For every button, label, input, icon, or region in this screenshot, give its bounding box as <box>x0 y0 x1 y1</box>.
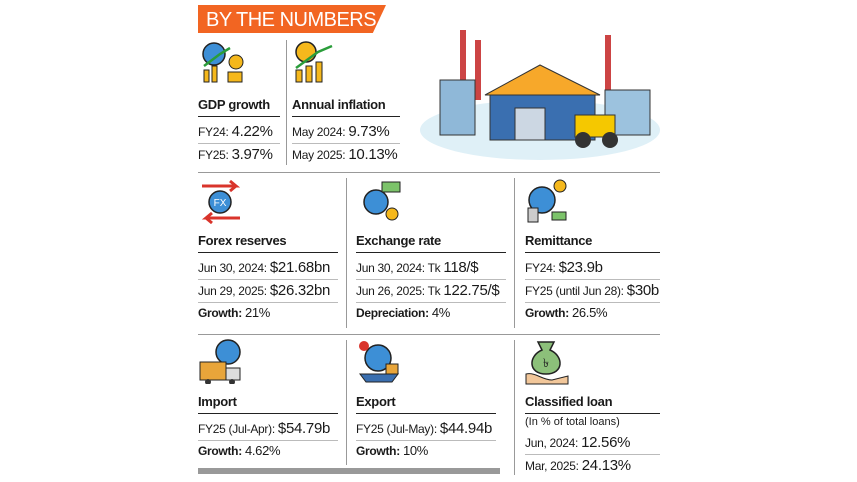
indicator-title: GDP growth <box>198 97 280 117</box>
line-value: $26.32bn <box>269 282 331 299</box>
indicator-line: Jun 29, 2025: $26.32bn <box>198 280 338 303</box>
indicator-line: Jun 26, 2025: Tk 122.75/$ <box>356 280 506 303</box>
header-banner: BY THE NUMBERS <box>198 5 386 33</box>
line-label: Growth: <box>525 306 569 320</box>
line-value: $30b <box>626 282 659 299</box>
indicator-line: FY25 (Jul-Apr): $54.79b <box>198 418 338 441</box>
import-icon <box>199 339 241 384</box>
line-value: 4.62% <box>244 443 281 458</box>
indicator-title: Annual inflation <box>292 97 400 117</box>
indicator-line: Depreciation: 4% <box>356 303 506 323</box>
indicator-line: Mar, 2025: 24.13% <box>525 455 660 477</box>
line-value: 10.13% <box>348 146 398 163</box>
indicator-line: Growth: 10% <box>356 441 496 461</box>
indicator-subtitle: (In % of total loans) <box>525 416 620 428</box>
line-value: 10% <box>402 443 429 458</box>
loan-icon: ৳ <box>525 341 569 385</box>
indicator-line: Jun 30, 2024: Tk 118/$ <box>356 257 506 280</box>
divider <box>286 40 287 165</box>
indicator-line: Growth: 21% <box>198 303 338 323</box>
exchange-icon <box>363 181 401 221</box>
line-value: 118/$ <box>443 259 479 276</box>
line-label: FY24: <box>525 261 556 275</box>
factory-illustration <box>420 30 660 160</box>
line-value: 122.75/$ <box>443 282 500 299</box>
divider <box>514 178 515 328</box>
line-value: $44.94b <box>439 420 493 437</box>
divider <box>346 340 347 465</box>
indicator-title: Import <box>198 394 338 414</box>
indicator-line: FY25: 3.97% <box>198 144 280 166</box>
bottom-bar <box>198 468 500 474</box>
indicator-title: Export <box>356 394 496 414</box>
line-label: Jun 26, 2025: Tk <box>356 284 441 298</box>
line-value: $21.68bn <box>269 259 331 276</box>
indicator-line: Jun, 2024: 12.56% <box>525 432 660 455</box>
line-label: May 2025: <box>292 148 346 162</box>
line-label: Depreciation: <box>356 306 429 320</box>
forex-icon: FX <box>201 179 241 224</box>
line-label: Jun, 2024: <box>525 436 579 450</box>
indicator: Classified loan (In % of total loans) Jun,… <box>525 394 660 477</box>
indicator-title: Forex reserves <box>198 233 338 253</box>
divider <box>198 334 660 335</box>
line-label: Jun 30, 2024: Tk <box>356 261 441 275</box>
svg-text:FX: FX <box>214 198 227 209</box>
indicator-line: Growth: 26.5% <box>525 303 660 323</box>
indicator-line: Jun 30, 2024: $21.68bn <box>198 257 338 280</box>
indicator: Annual inflation May 2024: 9.73% May 2025:… <box>292 97 400 166</box>
gdp-icon <box>202 42 244 83</box>
indicator: Import FY25 (Jul-Apr): $54.79b Growth: 4.6… <box>198 394 338 461</box>
divider <box>346 178 347 328</box>
indicator-line: May 2024: 9.73% <box>292 121 400 144</box>
indicator-line: May 2025: 10.13% <box>292 144 400 166</box>
line-label: Jun 30, 2024: <box>198 261 267 275</box>
indicator: Remittance FY24: $23.9b FY25 (until Jun 28… <box>525 233 660 323</box>
indicator-line: Growth: 4.62% <box>198 441 338 461</box>
line-label: FY24: <box>198 125 229 139</box>
svg-text:৳: ৳ <box>543 356 549 370</box>
header-title: BY THE NUMBERS <box>206 9 377 31</box>
inflation-icon <box>295 41 333 83</box>
line-value: $23.9b <box>558 259 603 276</box>
line-value: 21% <box>244 305 271 320</box>
line-label: May 2024: <box>292 125 346 139</box>
indicator: Exchange rate Jun 30, 2024: Tk 118/$ Jun 2… <box>356 233 506 323</box>
line-label: Growth: <box>198 306 242 320</box>
indicator: Forex reserves Jun 30, 2024: $21.68bn Jun … <box>198 233 338 323</box>
line-value: 9.73% <box>348 123 390 140</box>
divider <box>198 172 660 173</box>
divider <box>514 340 515 475</box>
line-value: 4% <box>431 305 451 320</box>
line-label: FY25 (Jul-May): <box>356 422 437 436</box>
indicator: Export FY25 (Jul-May): $44.94b Growth: 10% <box>356 394 496 461</box>
line-label: Mar, 2025: <box>525 459 579 473</box>
line-label: FY25: <box>198 148 229 162</box>
line-value: 26.5% <box>571 305 608 320</box>
indicator-title: Classified loan <box>525 394 660 414</box>
line-label: FY25 (until Jun 28): <box>525 284 624 298</box>
indicator-line: FY24: 4.22% <box>198 121 280 144</box>
line-value: 24.13% <box>581 457 631 474</box>
line-label: Jun 29, 2025: <box>198 284 267 298</box>
indicator-line: FY25 (until Jun 28): $30b <box>525 280 660 303</box>
indicator-line: FY25 (Jul-May): $44.94b <box>356 418 496 441</box>
line-label: FY25 (Jul-Apr): <box>198 422 275 436</box>
indicator-line: FY24: $23.9b <box>525 257 660 280</box>
line-label: Growth: <box>356 444 400 458</box>
indicator-title: Remittance <box>525 233 660 253</box>
line-value: 3.97% <box>231 146 273 163</box>
line-value: $54.79b <box>277 420 331 437</box>
line-label: Growth: <box>198 444 242 458</box>
export-icon <box>359 341 399 383</box>
remittance-icon <box>527 179 567 223</box>
line-value: 12.56% <box>581 434 631 451</box>
indicator-title: Exchange rate <box>356 233 506 253</box>
line-value: 4.22% <box>231 123 273 140</box>
indicator: GDP growth FY24: 4.22% FY25: 3.97% <box>198 97 280 166</box>
